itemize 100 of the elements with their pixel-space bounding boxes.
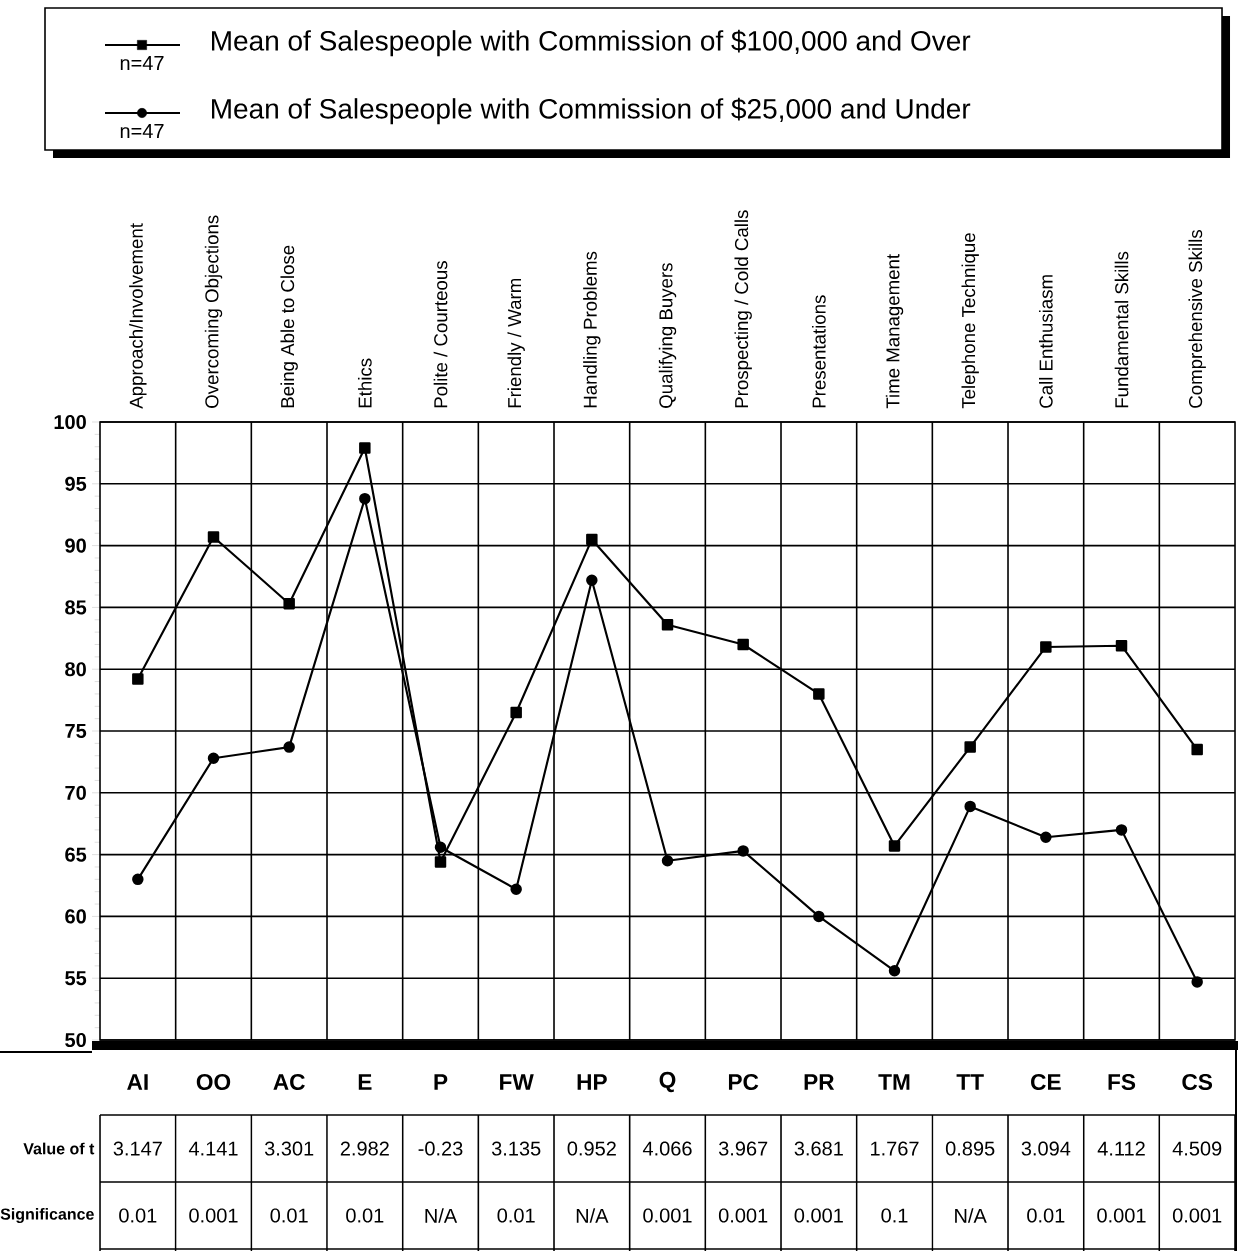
point (207, 752, 220, 764)
text: 0.1 (881, 1208, 908, 1223)
x-tick-label: Overcoming Objections (204, 215, 223, 408)
point (888, 965, 901, 977)
point (888, 840, 901, 852)
text: 4.112 (1097, 1141, 1145, 1156)
legend-label: Mean of Salespeople with Commission of $100,000 and Over (212, 29, 971, 57)
x-tick-label: Comprehensive Skills (1188, 230, 1206, 408)
x-tick-label: Friendly / Warm (507, 278, 525, 408)
category-label: OO (196, 1073, 231, 1091)
text: N/A (425, 1208, 458, 1223)
category-label: TM (878, 1074, 910, 1090)
point (586, 574, 598, 586)
x-tick-label: Ethics (357, 358, 372, 408)
x-tick-label: Telephone Technique (961, 233, 979, 409)
text: 0.001 (189, 1208, 238, 1223)
text: 0.001 (718, 1208, 768, 1223)
x-tick-label: Being Able to Close (280, 245, 298, 408)
x-tick-label: Presentations (811, 295, 826, 408)
point (510, 706, 522, 719)
point (813, 910, 825, 923)
point (359, 442, 371, 454)
y-tick-label: 65 (65, 847, 87, 862)
text: N/A (576, 1208, 609, 1223)
text: 0.01 (1027, 1208, 1065, 1223)
text: -0.23 (418, 1141, 463, 1156)
y-tick-label: 85 (65, 600, 87, 615)
category-label: Q (659, 1071, 676, 1093)
y-tick-label: 50 (65, 1032, 86, 1048)
category-label: Significance (0, 1208, 94, 1223)
point (964, 800, 976, 813)
text: 3.147 (113, 1141, 162, 1156)
x-tick-label: Call Enthusiasm (1038, 275, 1053, 408)
point (132, 673, 144, 685)
text: 0.01 (346, 1208, 384, 1223)
point (1191, 976, 1203, 988)
text: 0.01 (119, 1208, 157, 1223)
y-tick-label: 60 (65, 909, 86, 924)
y-tick-label: 95 (65, 476, 87, 491)
point (737, 845, 749, 857)
y-tick-label: 70 (65, 785, 86, 800)
y-tick-label: 80 (65, 662, 86, 677)
x-tick-label: Fundamental Skills (1114, 251, 1129, 408)
point (283, 741, 295, 753)
category-label: P (434, 1074, 448, 1090)
point (964, 741, 976, 753)
point (359, 492, 371, 505)
y-tick-label: 55 (65, 971, 87, 986)
text: 3.681 (794, 1141, 843, 1156)
x-tick-label: Handling Problems (583, 251, 601, 408)
text: 4.141 (188, 1141, 238, 1156)
text: 3.967 (718, 1141, 768, 1156)
category-label: CE (1031, 1073, 1061, 1091)
text: 4.509 (1172, 1141, 1222, 1156)
category-label: FS (1108, 1073, 1136, 1091)
text: 0.001 (1172, 1208, 1222, 1223)
category-label: Value of t (23, 1142, 95, 1155)
text: 4.066 (642, 1141, 692, 1156)
text: 1.767 (871, 1141, 919, 1156)
point (661, 855, 674, 867)
category-label: CS (1182, 1073, 1213, 1091)
text: 0.01 (270, 1208, 308, 1223)
text: n=47 (120, 124, 164, 138)
y-tick-label: 90 (65, 538, 86, 553)
text: n=47 (120, 56, 164, 70)
category-label: AI (127, 1074, 148, 1090)
text: 0.895 (945, 1141, 995, 1156)
point (661, 618, 674, 631)
text: 0.01 (497, 1208, 535, 1223)
text: N/A (955, 1208, 987, 1223)
point (510, 883, 522, 895)
text: 0.001 (643, 1208, 692, 1223)
category-label: PR (804, 1074, 835, 1090)
category-label: PC (728, 1073, 759, 1091)
x-tick-label: Time Management (885, 254, 904, 409)
text: 2.982 (340, 1141, 389, 1156)
point (132, 873, 144, 886)
category-label: HP (577, 1074, 607, 1090)
point (207, 531, 220, 543)
category-label: E (358, 1074, 372, 1090)
point (586, 533, 598, 546)
y-tick-label: 75 (65, 724, 87, 738)
y-tick-label: 100 (54, 414, 86, 430)
point (1115, 639, 1128, 652)
point (737, 638, 749, 651)
text: 0.001 (1097, 1208, 1146, 1223)
point (434, 841, 447, 853)
point (283, 597, 295, 610)
text: 3.135 (491, 1141, 541, 1156)
legend-label: Mean of Salespeople with Commission of $25,000 and Under (212, 97, 971, 125)
point (813, 688, 825, 700)
point (1115, 824, 1128, 836)
point (434, 856, 447, 868)
text: 3.094 (1021, 1141, 1071, 1156)
category-label: FW (500, 1074, 534, 1090)
point (1191, 743, 1203, 756)
text: 3.301 (264, 1141, 314, 1156)
category-label: AC (273, 1073, 305, 1091)
x-tick-label: Prospecting / Cold Calls (734, 210, 752, 408)
x-tick-label: Polite / Courteous (433, 261, 448, 408)
